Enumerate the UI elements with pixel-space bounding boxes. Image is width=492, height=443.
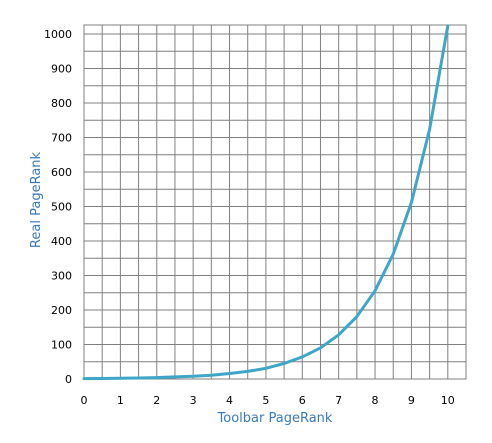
x-tick-label: 6 — [299, 394, 306, 407]
series-line — [82, 24, 450, 381]
y-tick-label: 0 — [65, 373, 72, 386]
y-tick-label: 800 — [51, 97, 72, 110]
grid — [83, 24, 467, 380]
y-tick-label: 100 — [51, 339, 72, 352]
y-tick-label: 300 — [51, 270, 72, 283]
x-axis-label: Toolbar PageRank — [217, 411, 333, 426]
y-tick-label: 700 — [51, 132, 72, 145]
x-tick-label: 2 — [153, 394, 160, 407]
series-layer — [82, 24, 450, 381]
y-tick-label: 500 — [51, 201, 72, 214]
x-tick-label: 7 — [335, 394, 342, 407]
y-axis-ticks: 0 100 200 300 400 500 600 700 800 900 1000 — [44, 28, 72, 386]
y-axis-label: Real PageRank — [29, 151, 44, 248]
x-tick-label: 4 — [226, 394, 233, 407]
x-tick-label: 10 — [441, 394, 455, 407]
plot-frame — [83, 24, 467, 380]
y-tick-label: 1000 — [44, 28, 72, 41]
y-tick-label: 200 — [51, 304, 72, 317]
x-tick-label: 8 — [372, 394, 379, 407]
x-axis-ticks: 0 1 2 3 4 5 6 7 8 9 10 — [81, 394, 455, 407]
x-tick-label: 9 — [408, 394, 415, 407]
y-tick-label: 900 — [51, 63, 72, 76]
x-tick-label: 5 — [262, 394, 269, 407]
x-tick-label: 3 — [190, 394, 197, 407]
y-tick-label: 400 — [51, 235, 72, 248]
y-tick-label: 600 — [51, 166, 72, 179]
x-tick-label: 1 — [117, 394, 124, 407]
x-tick-label: 0 — [81, 394, 88, 407]
